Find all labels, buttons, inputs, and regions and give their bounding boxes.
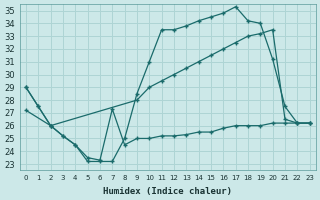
- X-axis label: Humidex (Indice chaleur): Humidex (Indice chaleur): [103, 187, 232, 196]
